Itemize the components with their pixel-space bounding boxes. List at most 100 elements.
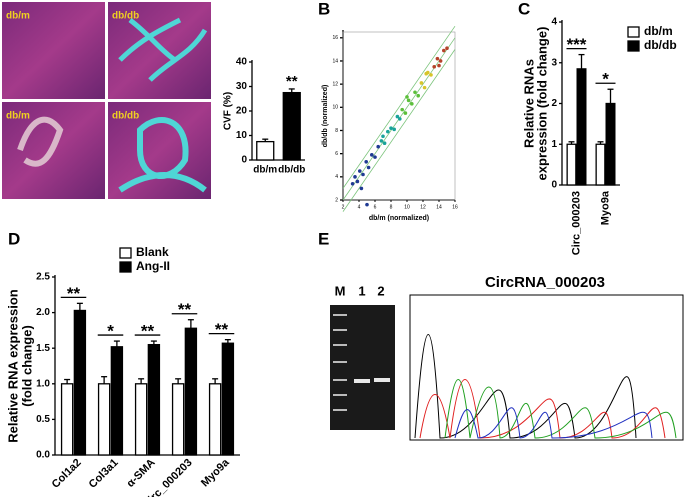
point	[424, 71, 429, 76]
x-tick-label: db/db	[278, 165, 305, 176]
legend-label: Ang-II	[136, 259, 170, 273]
y-tick-label: 2	[551, 98, 557, 109]
y-tick-label: 14	[332, 58, 338, 64]
point	[438, 59, 443, 63]
x-tick-label: 2	[342, 204, 345, 210]
plot-frame	[342, 31, 456, 201]
point	[406, 98, 411, 103]
point	[381, 134, 385, 139]
legend-label: db/m	[644, 24, 673, 38]
y-tick-label: 10	[236, 130, 248, 141]
y-tick-label: 1.5	[36, 343, 50, 354]
y-tick-label: 6	[335, 151, 338, 157]
point	[435, 56, 440, 61]
y-axis-label: Relative RNAs	[521, 59, 536, 148]
gel: M 1 2	[330, 283, 395, 430]
image-label: db/db	[112, 11, 139, 22]
diagonal	[342, 49, 456, 212]
bar	[171, 383, 185, 456]
y-tick-label: 10	[332, 105, 338, 111]
point	[376, 144, 381, 149]
point	[400, 107, 405, 112]
y-tick-label: 2.0	[36, 307, 50, 318]
y-axis-label: db/db (normalized)	[322, 85, 329, 148]
point	[389, 126, 393, 130]
legend-swatch	[627, 40, 640, 52]
panel-label: B	[318, 0, 330, 18]
y-tick-label: 2	[335, 197, 338, 203]
y-axis-label: CVF (%)	[223, 92, 234, 130]
point	[364, 159, 369, 164]
x-tick-label: Col3a1	[87, 457, 121, 491]
point	[361, 172, 365, 177]
bar	[595, 143, 606, 186]
y-tick-label: 3	[551, 57, 557, 68]
bar	[221, 342, 235, 456]
x-tick-label: 4	[358, 204, 361, 210]
point	[366, 165, 371, 170]
bar	[73, 309, 87, 456]
point	[355, 179, 360, 184]
lane-label: M	[335, 283, 346, 298]
point	[419, 81, 424, 85]
x-tick-label: 8	[390, 204, 393, 210]
point	[422, 85, 427, 90]
point	[386, 129, 390, 134]
point	[365, 202, 369, 207]
legend-label: db/db	[644, 38, 677, 52]
point	[379, 139, 384, 143]
y-tick-label: 40	[236, 57, 248, 68]
significance: *	[107, 322, 114, 341]
x-tick-label: Myo9a	[599, 190, 611, 225]
point	[358, 169, 362, 173]
point	[392, 127, 397, 132]
bar	[184, 327, 198, 456]
significance: *	[602, 70, 609, 89]
y-tick-label: 8	[335, 128, 338, 134]
significance: ***	[567, 35, 587, 54]
point	[410, 102, 414, 106]
panel-label: D	[8, 229, 20, 248]
x-tick-label: 16	[452, 204, 458, 210]
bar	[605, 102, 616, 186]
point	[373, 155, 377, 159]
annotation: **	[286, 73, 298, 90]
diagonal	[342, 25, 456, 189]
significance: **	[141, 322, 155, 341]
x-tick-label: db/m	[253, 165, 277, 176]
y-tick-label: 0.5	[36, 414, 50, 425]
point	[432, 64, 437, 69]
y-tick-label: 30	[236, 81, 248, 92]
x-axis-label: db/m (normalized)	[369, 215, 429, 222]
y-tick-label: 4	[551, 17, 557, 28]
x-tick-label: 12	[420, 204, 426, 210]
bar	[110, 346, 124, 456]
x-tick-label: α-SMA	[125, 457, 158, 490]
y-tick-label: 0.0	[36, 450, 50, 461]
bar	[97, 383, 111, 456]
micrographs: db/m db/db db/m db/db	[2, 2, 211, 199]
significance: **	[67, 284, 81, 303]
x-tick-label: 14	[436, 204, 442, 210]
y-tick-label: 0	[241, 155, 247, 166]
significance: **	[178, 300, 192, 319]
lane-label: 2	[377, 283, 384, 298]
point	[395, 114, 400, 119]
x-tick-label: 10	[404, 204, 410, 210]
point	[416, 93, 421, 98]
image-label: db/m	[6, 11, 30, 22]
bar	[566, 143, 577, 186]
y-tick-label: 20	[236, 106, 248, 117]
legend-swatch	[627, 26, 640, 38]
point	[413, 90, 417, 95]
significance: **	[215, 320, 229, 339]
legend-label: Blank	[136, 245, 169, 259]
point	[359, 186, 364, 191]
legend-swatch	[119, 261, 132, 273]
bar	[282, 91, 301, 161]
bar	[134, 383, 148, 456]
bar	[256, 140, 275, 161]
y-axis-label: expression (fold change)	[534, 27, 549, 181]
x-tick-label: 6	[374, 204, 377, 210]
